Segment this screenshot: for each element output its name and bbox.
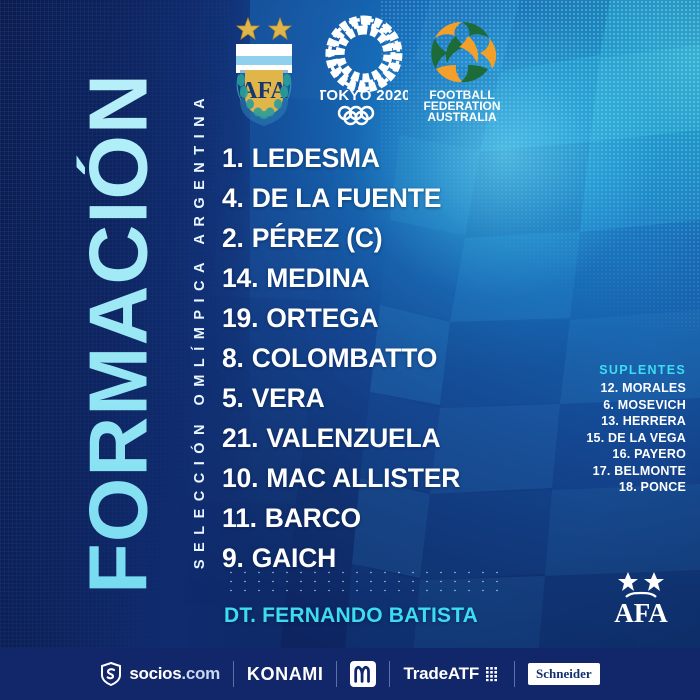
- player-number: 9.: [222, 542, 244, 573]
- substitute-item: 18. PONCE: [618, 480, 686, 494]
- coach-label: DT. FERNANDO BATISTA: [224, 604, 479, 627]
- substitute-item: 16. PAYERO: [612, 447, 686, 461]
- player-name: BARCO: [264, 502, 361, 533]
- player-name: MAC ALLISTER: [266, 462, 461, 493]
- sponsor-bar: socios.com KONAMI TradeATF: [0, 648, 700, 700]
- page-title: FORMACIÓN: [72, 24, 165, 644]
- page-subtitle: SELECCIÓN OMLÍMPICA ARGENTINA: [192, 90, 208, 570]
- sponsor-konami-label: KONAMI: [246, 663, 324, 684]
- sponsor-divider: [389, 661, 391, 687]
- lineup-row: 19. ORTEGA: [222, 298, 522, 338]
- lineup-list: 1. LEDESMA 4. DE LA FUENTE 2. PÉREZ (C) …: [222, 138, 522, 578]
- player-number: 2.: [222, 222, 244, 253]
- background-left-panel: [0, 0, 250, 700]
- tokyo-2020-olympics-logo: TOKYO 2020: [317, 14, 411, 131]
- substitute-item: 12. MORALES: [600, 381, 686, 395]
- player-name: PÉREZ (C): [251, 222, 383, 253]
- substitute-item: 6. MOSEVICH: [603, 397, 686, 412]
- lineup-row: 1. LEDESMA: [222, 138, 522, 178]
- player-number: 19.: [222, 302, 259, 333]
- player-name: VALENZUELA: [266, 422, 441, 453]
- svg-text:AUSTRALIA: AUSTRALIA: [427, 110, 497, 124]
- svg-text:TOKYO 2020: TOKYO 2020: [320, 87, 408, 104]
- player-name: VERA: [251, 382, 325, 413]
- substitute-item: 13. HERRERA: [601, 414, 686, 428]
- lineup-row: 5. VERA: [222, 378, 522, 418]
- player-name: DE LA FUENTE: [251, 182, 442, 213]
- substitute-item: 17. BELMONTE: [592, 463, 686, 478]
- sponsor-konami[interactable]: KONAMI: [234, 657, 337, 691]
- player-number: 5.: [222, 382, 244, 413]
- background-grid-texture: [0, 0, 230, 700]
- lineup-row: 9. GAICH: [222, 538, 522, 578]
- svg-text:FEDERATION: FEDERATION: [423, 99, 500, 113]
- tradeatf-grid-icon: [485, 666, 501, 682]
- lineup-row: 10. MAC ALLISTER: [222, 458, 522, 498]
- player-name: MEDINA: [266, 262, 370, 293]
- player-number: 10.: [222, 462, 259, 493]
- substitutes-panel: SUPLENTES 12. MORALES 6. MOSEVICH 13. HE…: [496, 363, 686, 496]
- sponsor-mcdonalds[interactable]: [337, 657, 389, 691]
- substitute-item: 15. DE LA VEGA: [586, 430, 686, 445]
- sponsor-socios[interactable]: socios.com: [87, 657, 233, 691]
- player-number: 8.: [222, 342, 244, 373]
- title-block: FORMACIÓN SELECCIÓN OMLÍMPICA ARGENTINA: [40, 0, 209, 640]
- sponsor-divider: [232, 661, 234, 687]
- mcdonalds-arches-icon: [350, 661, 377, 687]
- afa-monogram-icon: AFA: [610, 570, 672, 628]
- sponsor-tradeatf[interactable]: TradeATF: [390, 657, 514, 691]
- svg-text:AFA: AFA: [614, 598, 668, 628]
- lineup-row: 21. VALENZUELA: [222, 418, 522, 458]
- svg-text:FOOTBALL: FOOTBALL: [429, 88, 494, 102]
- lineup-row: 11. BARCO: [222, 498, 522, 538]
- sponsor-schneider[interactable]: Schneider: [515, 657, 613, 691]
- player-number: 1.: [222, 142, 244, 173]
- player-number: 11.: [222, 502, 257, 533]
- sponsor-divider: [514, 661, 516, 687]
- player-number: 21.: [222, 422, 259, 453]
- football-federation-australia-logo: FOOTBALL FEDERATION AUSTRALIA: [416, 14, 508, 131]
- player-name: ORTEGA: [266, 302, 379, 333]
- player-name: COLOMBATTO: [251, 342, 438, 373]
- player-number: 4.: [222, 182, 244, 213]
- lineup-row: 8. COLOMBATTO: [222, 338, 522, 378]
- sponsor-socios-suffix: .com: [181, 664, 220, 683]
- sponsor-tradeatf-label: TradeATF: [403, 664, 480, 683]
- sponsor-divider: [336, 661, 338, 687]
- player-name: LEDESMA: [251, 142, 380, 173]
- afa-crest-logo: AFA: [228, 14, 300, 131]
- substitutes-title: SUPLENTES: [599, 363, 686, 377]
- socios-shield-icon: [100, 661, 122, 687]
- player-number: 14.: [222, 262, 259, 293]
- sponsor-schneider-label: Schneider: [528, 663, 600, 685]
- sponsor-socios-label: socios: [129, 664, 182, 683]
- lineup-row: 2. PÉREZ (C): [222, 218, 522, 258]
- player-name: GAICH: [251, 542, 337, 573]
- logo-row: AFA: [228, 14, 508, 132]
- lineup-row: 4. DE LA FUENTE: [222, 178, 522, 218]
- lineup-row: 14. MEDINA: [222, 258, 522, 298]
- dotted-separator: [224, 568, 500, 594]
